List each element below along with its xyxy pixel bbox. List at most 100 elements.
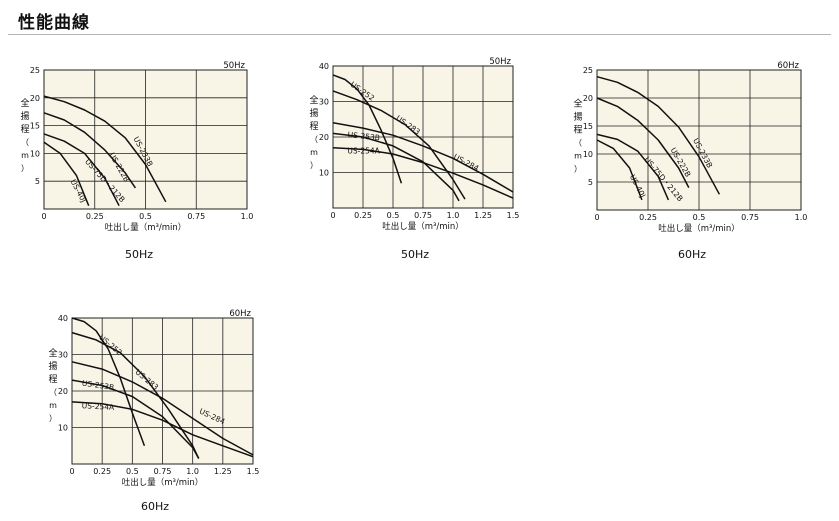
- x-tick-label: 0.75: [187, 212, 205, 221]
- y-axis-label-char: 揚: [20, 110, 29, 122]
- chart-2: 0 0.25 0.5 0.75 1.0 1.25 1.5 10 20 30 40 吐出し量（m³/mi…: [309, 57, 519, 232]
- y-tick-label: 40: [58, 314, 68, 323]
- y-tick-label: 15: [30, 122, 40, 131]
- series-line-us-252: [71, 317, 146, 447]
- x-tick-label: 0.75: [414, 211, 432, 220]
- chart-2-caption: 50Hz: [400, 248, 430, 261]
- y-axis-label-char: m: [49, 401, 57, 410]
- series-line-us-75d-212b: [43, 133, 120, 207]
- y-axis-label-char: 全: [20, 97, 29, 109]
- y-tick-label: 5: [35, 177, 40, 186]
- series-line-us-284: [332, 122, 514, 193]
- series-line-us-283: [71, 331, 200, 459]
- series-line-us-222b: [43, 112, 137, 189]
- frequency-label: 50Hz: [223, 61, 245, 71]
- y-axis-label-char: （: [49, 388, 57, 397]
- series-line-us-75d-212b: [596, 133, 670, 201]
- y-tick-label: 10: [30, 149, 40, 158]
- series-label: US-254A: [347, 147, 380, 156]
- x-tick-label: 0.5: [693, 213, 706, 222]
- x-tick-label: 0.5: [139, 212, 152, 221]
- plot-frame: [332, 65, 514, 209]
- x-axis-label: 吐出し量（m³/min）: [658, 223, 740, 234]
- x-tick-label: 1.0: [241, 212, 254, 221]
- y-axis-label-char: 程: [20, 124, 29, 135]
- x-tick-label: 0: [330, 211, 335, 220]
- series-line-us-40j: [43, 141, 90, 206]
- series-line-us-254a: [71, 401, 254, 458]
- x-tick-label: 0: [69, 467, 74, 476]
- y-axis-label-char: ）: [49, 414, 57, 423]
- x-tick-label: 1.0: [795, 213, 808, 222]
- y-axis-label-char: 全: [573, 97, 582, 109]
- y-axis-label-char: 程: [573, 124, 582, 135]
- x-axis-label: 吐出し量（m³/min）: [105, 222, 187, 233]
- y-tick-label: 20: [58, 387, 68, 396]
- title-divider: [8, 34, 831, 35]
- y-tick-label: 5: [588, 178, 593, 187]
- series-line-us-254a: [332, 146, 514, 199]
- x-tick-label: 1.0: [447, 211, 460, 220]
- x-tick-label: 0: [41, 212, 46, 221]
- y-axis-label-char: （: [21, 138, 29, 147]
- page-title: 性能曲線: [18, 13, 90, 33]
- series-line-us-253b: [71, 379, 200, 459]
- y-tick-label: 10: [583, 150, 593, 159]
- series-line-us-222b: [596, 97, 690, 188]
- y-tick-label: 20: [583, 94, 593, 103]
- y-tick-label: 30: [319, 98, 329, 107]
- chart-1: 0 0.25 0.5 0.75 1.0 5 10 15 20 25 吐出し量（m³/min） 全揚程 （…: [20, 61, 253, 233]
- y-tick-label: 30: [58, 351, 68, 360]
- x-tick-label: 0.5: [126, 467, 139, 476]
- y-axis-label-char: m: [574, 151, 582, 160]
- y-axis-label-char: m: [21, 151, 29, 160]
- x-tick-label: 0.5: [387, 211, 400, 220]
- y-axis-label-char: 揚: [309, 107, 318, 119]
- y-axis-label-char: m: [310, 148, 318, 157]
- y-axis-label-char: 全: [309, 94, 318, 106]
- series-line-us-40j: [596, 139, 643, 201]
- chart-3: 0 0.25 0.5 0.75 1.0 5 10 15 20 25 吐出し量（m³/min） 全揚程 （…: [573, 61, 807, 234]
- x-tick-label: 1.25: [214, 467, 232, 476]
- series-line-us-233b: [596, 75, 721, 195]
- x-tick-label: 0.25: [354, 211, 372, 220]
- y-axis-label-char: （: [310, 135, 318, 144]
- y-axis-label-char: ）: [310, 161, 318, 170]
- frequency-label: 50Hz: [489, 57, 511, 67]
- y-tick-label: 20: [30, 94, 40, 103]
- series-line-us-284: [71, 361, 254, 456]
- x-tick-label: 0.75: [154, 467, 172, 476]
- y-tick-label: 25: [583, 66, 593, 75]
- series-label: US-253B: [347, 130, 380, 142]
- y-axis-label-char: 程: [48, 374, 57, 385]
- y-tick-label: 15: [583, 122, 593, 131]
- series-label: US-253B: [81, 379, 114, 392]
- y-axis-label-char: 揚: [573, 110, 582, 122]
- x-tick-label: 1.5: [507, 211, 520, 220]
- y-axis-label-char: 全: [48, 347, 57, 359]
- y-axis-label-char: （: [574, 138, 582, 147]
- plot-frame: [43, 69, 248, 210]
- chart-3-caption: 60Hz: [677, 248, 707, 261]
- chart-4-caption: 60Hz: [140, 500, 170, 513]
- x-tick-label: 1.0: [186, 467, 199, 476]
- y-axis-label-char: 揚: [48, 360, 57, 372]
- x-tick-label: 0.25: [93, 467, 111, 476]
- y-axis-label-char: 程: [309, 121, 318, 132]
- y-tick-label: 10: [58, 424, 68, 433]
- x-tick-label: 0: [594, 213, 599, 222]
- series-line-us-233b: [43, 95, 167, 203]
- x-tick-label: 1.5: [247, 467, 260, 476]
- series-line-us-253b: [332, 132, 460, 202]
- x-axis-label: 吐出し量（m³/min）: [122, 477, 204, 488]
- x-tick-label: 0.25: [86, 212, 104, 221]
- y-tick-label: 20: [319, 133, 329, 142]
- y-axis-label-char: ）: [574, 164, 582, 173]
- chart-4: 0 0.25 0.5 0.75 1.0 1.25 1.5 10 20 30 40 吐出し量（m³/mi…: [48, 309, 259, 488]
- y-tick-label: 40: [319, 62, 329, 71]
- series-line-us-283: [332, 90, 466, 200]
- series-label: US-254A: [82, 401, 116, 412]
- chart-1-caption: 50Hz: [124, 248, 154, 261]
- y-tick-label: 25: [30, 66, 40, 75]
